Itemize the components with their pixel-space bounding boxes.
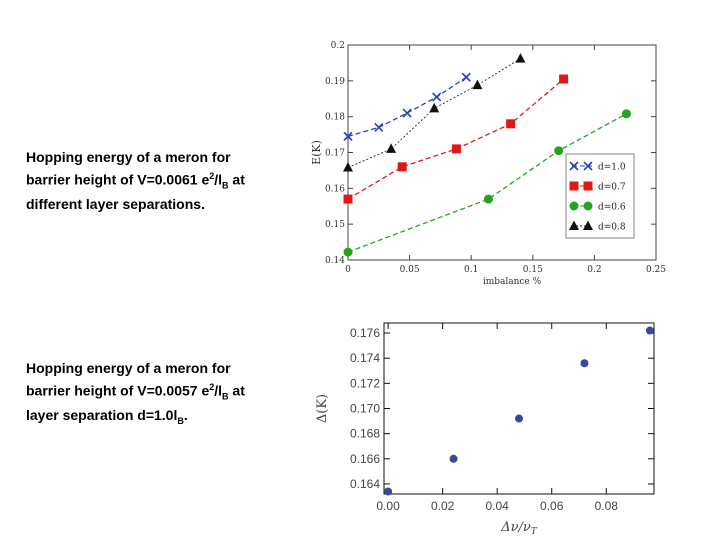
series-d=0.7 [343, 74, 569, 204]
x-tick-label: 0.25 [646, 265, 666, 275]
caption-sup: 2 [209, 382, 215, 392]
series-d=1.0 [343, 72, 471, 141]
data-point [554, 146, 564, 156]
series-d=0.6 [343, 109, 631, 257]
y-tick-label: 0.168 [350, 427, 380, 441]
legend-marker [583, 220, 593, 230]
series-d=0.8 [343, 53, 526, 172]
legend: d=1.0 d=0.7 d=0.6 d=0.8 [565, 153, 635, 239]
plot-frame [383, 322, 655, 495]
y-axis-label: E(K) [310, 140, 323, 165]
y-tick-label: 0.170 [350, 402, 380, 416]
caption-line: Hopping energy of a meron for [26, 149, 231, 165]
data-point [343, 194, 353, 204]
legend-marker [583, 161, 593, 171]
legend-marker [569, 161, 579, 171]
data-point [506, 119, 516, 129]
y-tick-label: 0.174 [350, 351, 380, 365]
y-tick-label: 0.15 [325, 220, 345, 230]
x-tick-label: 0.06 [540, 499, 564, 513]
data-point [384, 487, 393, 496]
x-tick-label: 0.08 [595, 499, 619, 513]
data-point [472, 79, 483, 90]
legend-label: d=1.0 [598, 163, 626, 173]
series-line [347, 113, 627, 253]
data-point [559, 74, 569, 84]
caption-line: barrier height of V=0.0061 e [26, 171, 210, 188]
data-point [343, 247, 353, 257]
y-tick-label: 0.16 [325, 184, 345, 194]
x-tick-label: 0.00 [376, 499, 400, 513]
data-point [343, 131, 353, 141]
caption-layer-separation-d1: Hopping energy of a meron for barrier he… [26, 359, 296, 431]
x-axis-label: Δν/νT [500, 520, 538, 537]
data-point [432, 92, 442, 102]
data-point [429, 102, 440, 113]
caption-line: /l [214, 171, 223, 188]
x-tick-label: 0 [345, 265, 351, 275]
caption-line: /l [214, 382, 223, 399]
y-tick-label: 0.2 [331, 41, 345, 51]
data-point [449, 454, 458, 463]
x-axis-label: imbalance % [483, 277, 542, 287]
caption-different-layer-separations: Hopping energy of a meron for barrier he… [26, 148, 296, 214]
data-point [621, 109, 631, 119]
legend-label: d=0.8 [598, 223, 626, 233]
energy-vs-imbalance-chart: 0.14 0.15 0.16 0.17 0.18 0.19 0.2 0 0.05 0.1 0.15 0… [310, 41, 666, 287]
data-point [374, 122, 384, 132]
x-axis-label-sub: T [531, 527, 538, 537]
data-point [515, 53, 526, 63]
legend-box [565, 153, 635, 239]
x-tick-label: 0.15 [523, 265, 543, 275]
data-point [451, 144, 461, 154]
x-tick-label: 0.2 [587, 265, 601, 275]
data-point [580, 359, 589, 368]
data-point [343, 162, 353, 172]
x-tick-label: 0.1 [464, 265, 478, 275]
y-tick-label: 0.19 [325, 77, 345, 87]
caption-line: . [183, 407, 188, 424]
data-point [483, 194, 493, 204]
caption-line: different layer separations. [26, 196, 205, 213]
caption-line: layer separation d=1.0l [26, 407, 178, 424]
gap-vs-filling-scatter-chart: 0.164 0.166 0.168 0.170 0.172 0.174 0.176 0.00 0… [315, 322, 655, 537]
data-point [461, 72, 471, 82]
caption-line: at [228, 171, 245, 188]
y-tick-label: 0.14 [325, 256, 345, 266]
x-tick-label: 0.05 [400, 265, 420, 275]
caption-line: Hopping energy of a meron for [26, 360, 231, 376]
data-point [397, 162, 407, 172]
caption-line: barrier height of V=0.0057 e [26, 382, 210, 399]
legend-label: d=0.6 [598, 203, 626, 213]
data-point [386, 143, 397, 153]
data-point [645, 326, 654, 335]
series-points [384, 326, 654, 496]
y-axis-label: Δ(K) [315, 394, 330, 423]
caption-sub: B [222, 391, 229, 402]
data-point [402, 108, 412, 118]
y-tick-label: 0.176 [350, 326, 380, 340]
series-line [347, 76, 467, 137]
y-tick-label: 0.164 [350, 477, 380, 491]
legend-marker [583, 201, 593, 211]
x-tick-label: 0.04 [486, 499, 510, 513]
caption-line: at [228, 382, 245, 399]
legend-marker [569, 220, 579, 230]
series-line [347, 78, 565, 200]
y-tick-label: 0.166 [350, 452, 380, 466]
legend-marker [569, 201, 579, 211]
series-line [347, 58, 521, 168]
legend-label: d=0.7 [598, 183, 626, 193]
x-tick-label: 0.02 [431, 499, 455, 513]
y-tick-label: 0.17 [325, 149, 345, 159]
caption-sub: B [177, 416, 184, 427]
legend-marker [583, 181, 593, 191]
data-point [515, 414, 523, 423]
y-tick-label: 0.18 [325, 113, 345, 123]
y-tick-label: 0.172 [350, 376, 380, 390]
legend-marker [569, 181, 579, 191]
caption-sub: B [222, 180, 229, 191]
caption-sup: 2 [209, 171, 215, 181]
